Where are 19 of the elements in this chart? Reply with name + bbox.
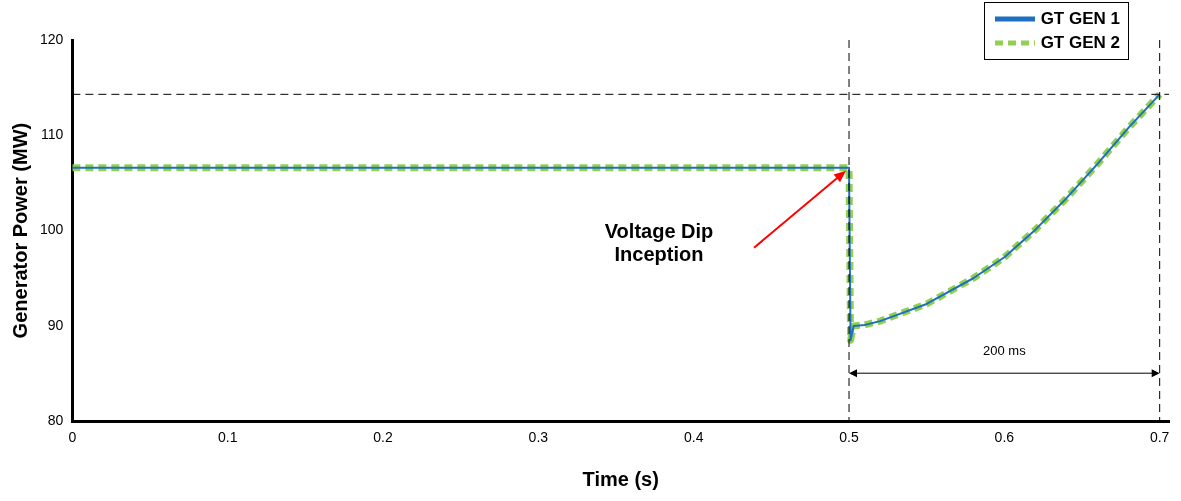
y-axis-title: Generator Power (MW) xyxy=(8,122,31,339)
x-tick-label: 0.4 xyxy=(683,429,704,446)
legend-label: GT GEN 1 xyxy=(1040,9,1120,29)
x-tick-label: 0.1 xyxy=(217,429,238,446)
x-tick-label: 0 xyxy=(68,429,77,446)
x-axis-title: Time (s) xyxy=(582,467,659,490)
x-tick-label: 0.6 xyxy=(994,429,1015,446)
y-tick-label: 100 xyxy=(40,221,64,238)
x-tick-label: 0.7 xyxy=(1149,429,1170,446)
y-tick-label: 110 xyxy=(41,126,64,143)
legend-label: GT GEN 2 xyxy=(1040,33,1120,53)
x-tick-label: 0.3 xyxy=(528,429,549,446)
y-tick-label: 90 xyxy=(47,316,64,333)
x-tick-label: 0.5 xyxy=(839,429,859,446)
y-tick-label: 80 xyxy=(47,412,64,429)
annotation: 200 ms xyxy=(982,343,1027,359)
annotation: Voltage Dip Inception xyxy=(603,219,715,266)
x-tick-label: 0.2 xyxy=(373,429,393,446)
y-tick-label: 120 xyxy=(40,30,64,47)
